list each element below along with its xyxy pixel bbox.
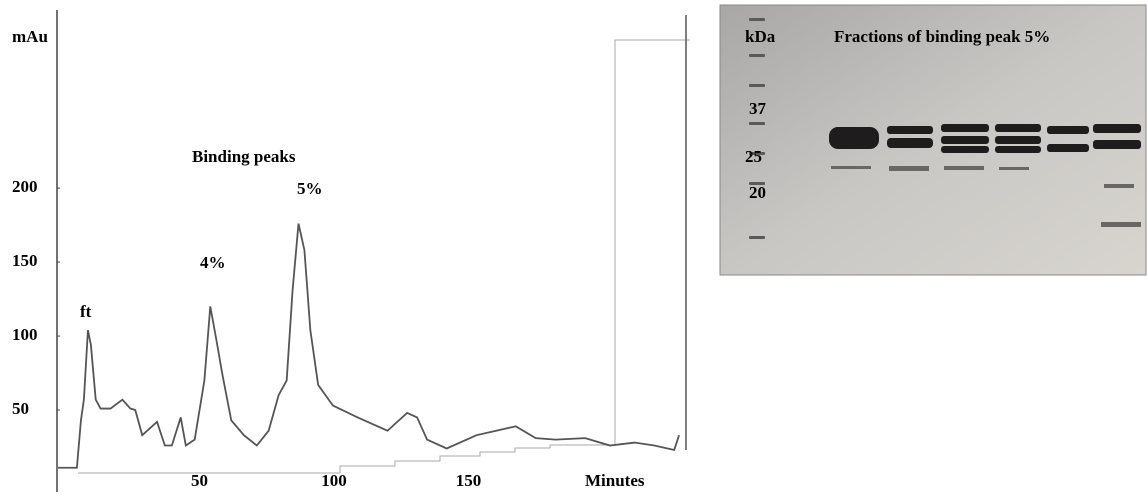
data-line — [58, 224, 679, 468]
annotation: 4% — [200, 253, 226, 272]
annotation: Binding peaks — [192, 147, 296, 166]
x-axis-label: Minutes — [585, 471, 645, 490]
y-tick-label: 50 — [12, 399, 29, 418]
marker-label: 20 — [749, 183, 766, 202]
gel-title: Fractions of binding peak 5% — [834, 27, 1050, 46]
gradient-line — [78, 40, 690, 473]
page: mAu Minutes ft Binding peaks 4% 5% 50 100… — [0, 0, 1147, 495]
y-axis-label: mAu — [12, 27, 48, 46]
y-tick-label: 200 — [12, 177, 38, 196]
marker-label: 37 — [749, 99, 767, 118]
gel-image: kDa Fractions of binding peak 5% 37 25 2… — [719, 4, 1147, 276]
x-tick-label: 100 — [321, 471, 347, 490]
annotation: ft — [80, 302, 92, 321]
marker-label: 25 — [745, 147, 762, 166]
chromatogram: mAu Minutes ft Binding peaks 4% 5% 50 100… — [0, 0, 700, 495]
annotation: 5% — [297, 179, 323, 198]
gel-unit: kDa — [745, 27, 776, 46]
x-tick-label: 150 — [456, 471, 482, 490]
y-tick-label: 100 — [12, 325, 38, 344]
x-tick-label: 50 — [191, 471, 208, 490]
y-tick-label: 150 — [12, 251, 38, 270]
